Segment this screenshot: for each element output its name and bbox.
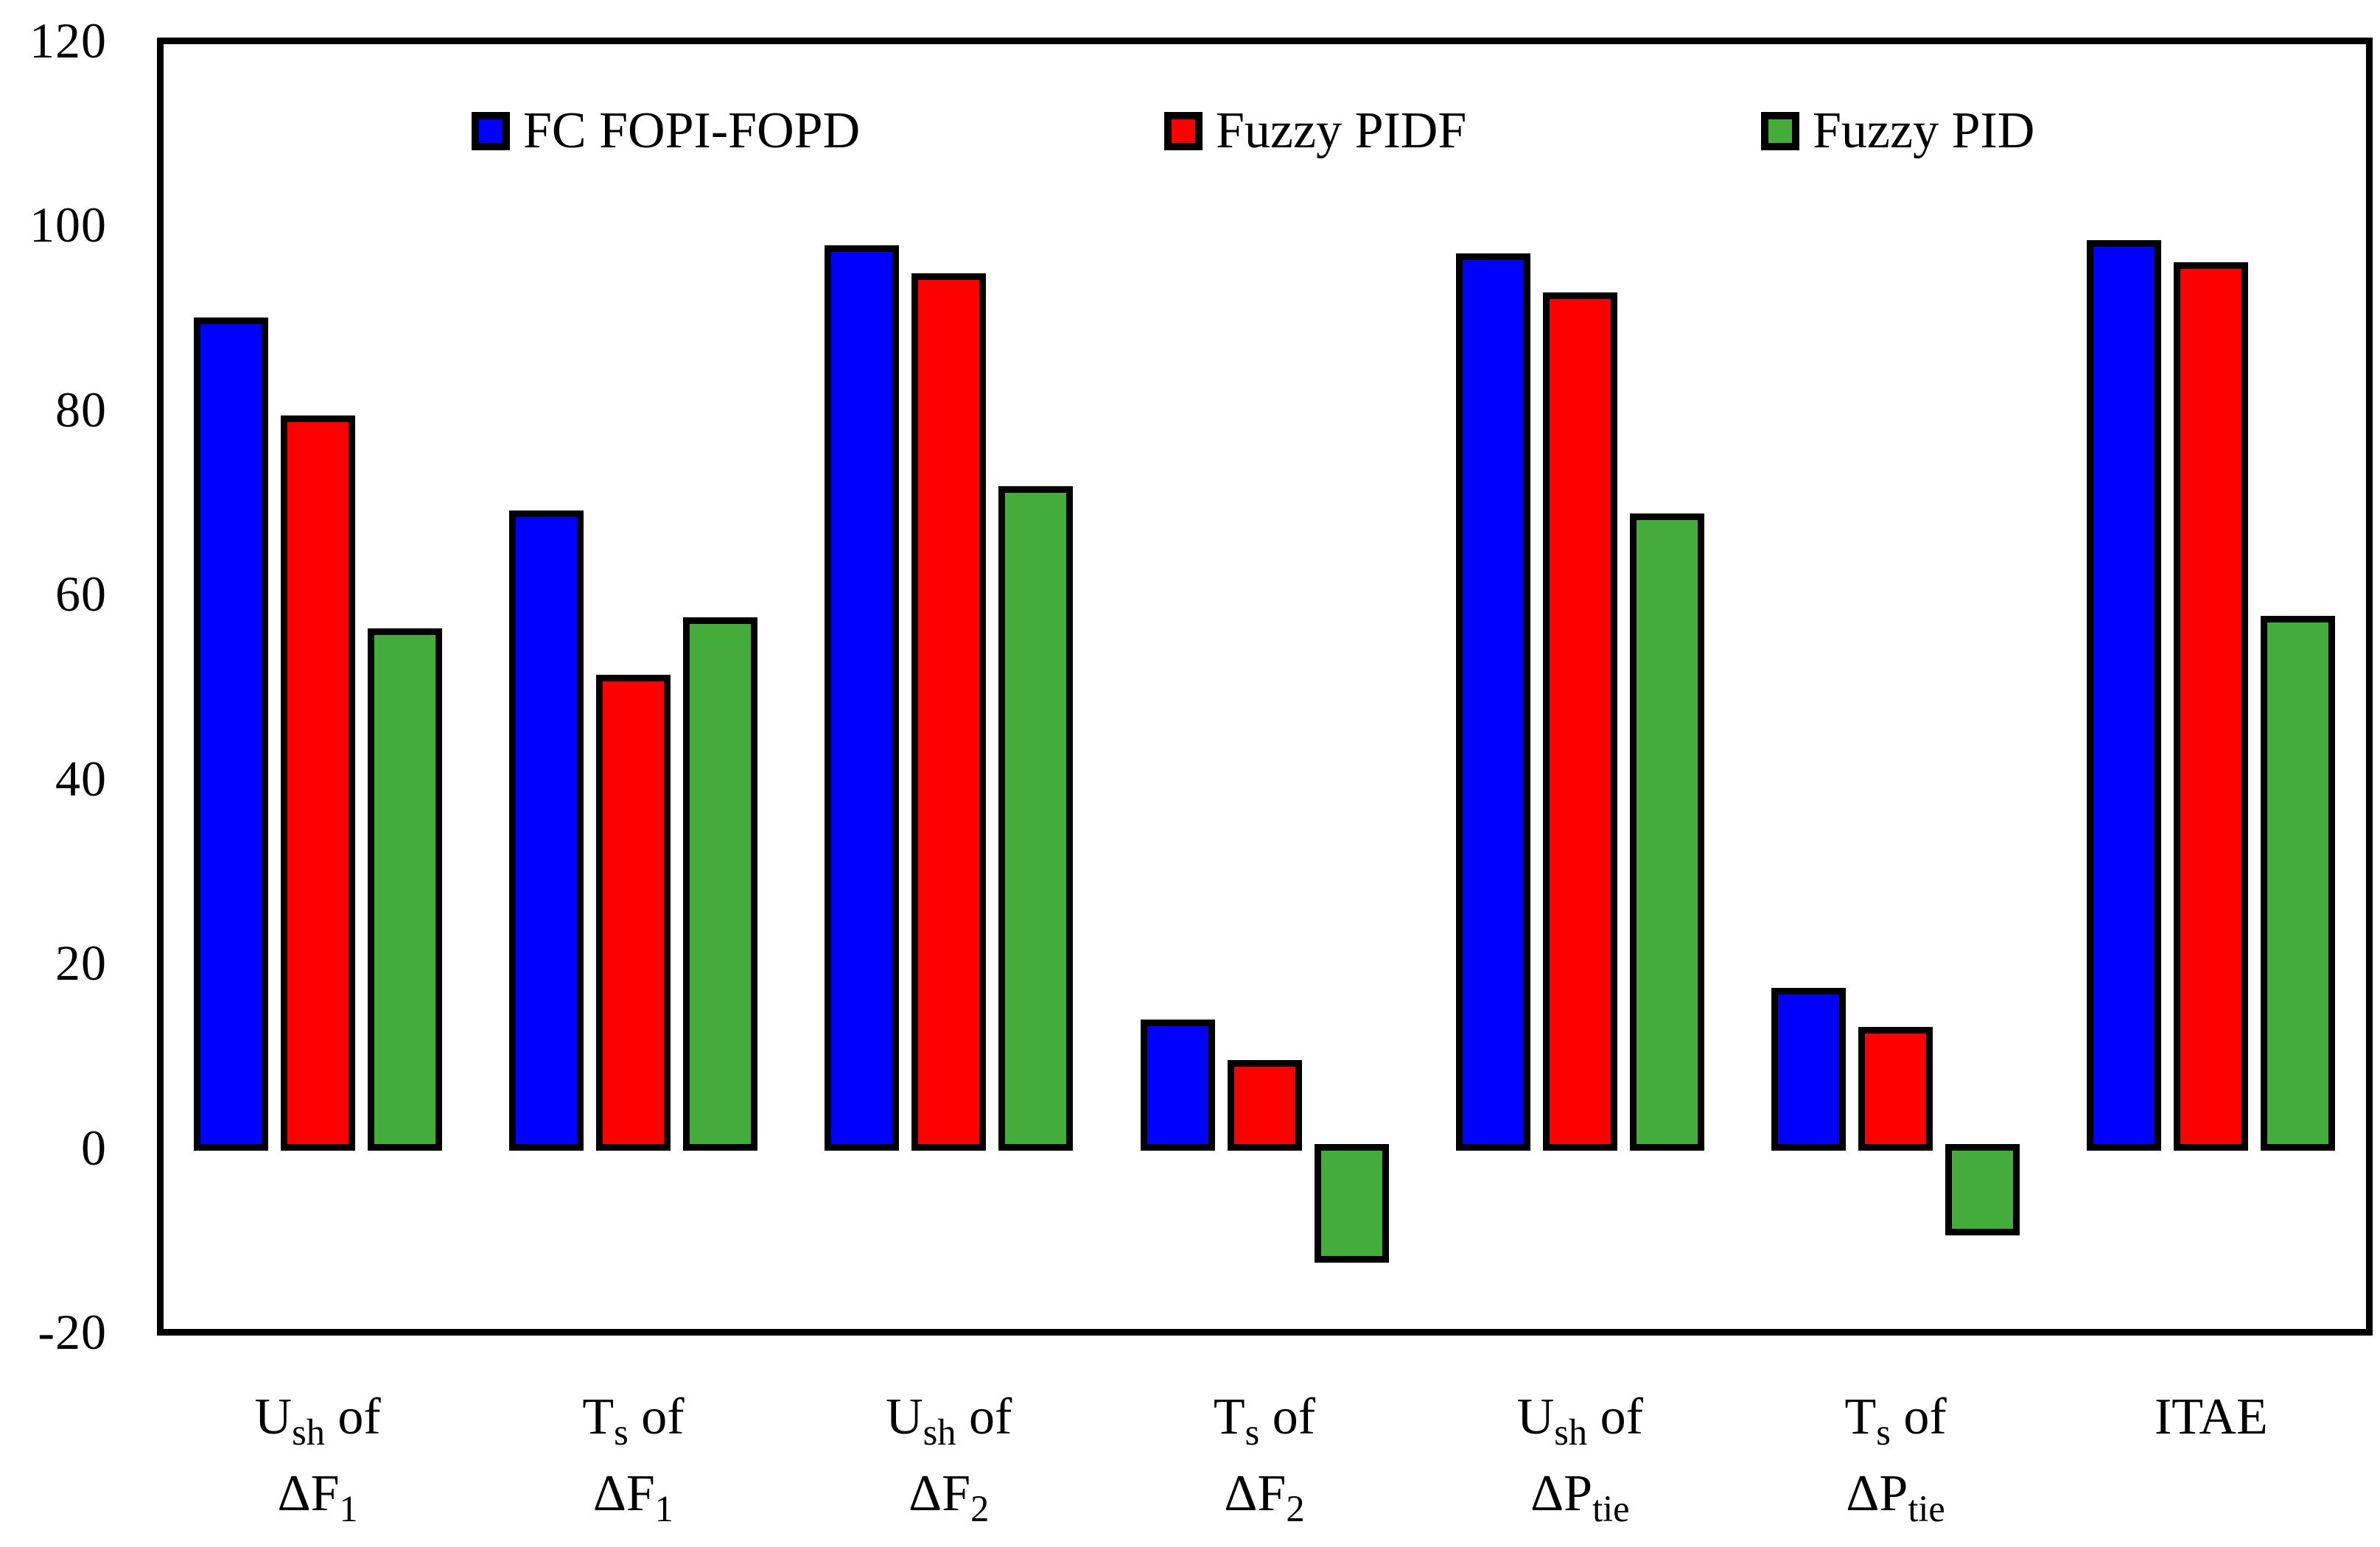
bar-fuzzy-pidf-group-6 (1858, 1027, 1933, 1151)
legend-entry-fc-fopi-fopd: FC FOPI-FOPD (472, 102, 861, 159)
bar-fuzzy-pidf-group-3 (911, 273, 987, 1151)
bar-fuzzy-pid-group-6 (1945, 1144, 2020, 1236)
bar-fuzzy-pidf-group-4 (1227, 1060, 1302, 1151)
category-label-line1: Ts of (582, 1389, 685, 1453)
y-tick-label: 60 (55, 566, 107, 622)
bar-fc-fopi-fopd-group-7 (2087, 239, 2162, 1151)
category-label-line1: Ush of (1516, 1389, 1643, 1453)
bar-fuzzy-pid-group-5 (1629, 513, 1704, 1151)
y-tick-label: 0 (81, 1119, 107, 1176)
legend-label: Fuzzy PID (1813, 102, 2035, 159)
bar-fc-fopi-fopd-group-3 (825, 245, 900, 1151)
category-label-line1: Ush of (254, 1389, 381, 1453)
legend-swatch-icon (1761, 112, 1799, 150)
category-label-ush-of-f1: Ush of ΔF1 (159, 1379, 476, 1532)
y-tick-label: 120 (29, 13, 107, 69)
category-label-line1: Ts of (1213, 1389, 1316, 1453)
category-label-line1: Ush of (886, 1389, 1012, 1453)
legend-entry-fuzzy-pidf: Fuzzy PIDF (1164, 102, 1467, 159)
y-tick-label: 100 (29, 197, 107, 253)
bar-fc-fopi-fopd-group-6 (1771, 988, 1847, 1151)
bar-fc-fopi-fopd-group-2 (508, 510, 584, 1151)
y-tick-label: 20 (55, 935, 107, 992)
legend-swatch-icon (1164, 112, 1203, 150)
category-label-line1: Ts of (1844, 1389, 1947, 1453)
plot-area-frame (156, 37, 2373, 1336)
bar-fc-fopi-fopd-group-1 (193, 318, 268, 1151)
legend-swatch-icon (472, 112, 510, 150)
category-label-line2: ΔF1 (592, 1465, 673, 1529)
bar-fuzzy-pidf-group-5 (1542, 292, 1617, 1151)
legend-label: Fuzzy PIDF (1216, 102, 1467, 159)
y-tick-label: 40 (55, 750, 107, 807)
bar-fc-fopi-fopd-group-5 (1455, 253, 1530, 1151)
bar-fuzzy-pid-group-1 (367, 628, 442, 1151)
legend-label: FC FOPI-FOPD (523, 102, 861, 159)
category-label-line2: ΔF1 (277, 1465, 358, 1529)
category-label-line2: ΔF2 (1224, 1465, 1305, 1529)
category-label-ts-of-f2: Ts of ΔF2 (1106, 1379, 1423, 1532)
bar-fc-fopi-fopd-group-4 (1140, 1020, 1215, 1151)
bar-fuzzy-pid-group-4 (1314, 1144, 1389, 1263)
category-label-ts-of-f1: Ts of ΔF1 (475, 1379, 791, 1532)
category-label-ush-of-f2: Ush of ΔF2 (791, 1379, 1107, 1532)
y-tick-label: 80 (55, 381, 107, 438)
bar-fuzzy-pid-group-7 (2261, 615, 2336, 1151)
category-label-line2: ΔPtie (1530, 1465, 1630, 1529)
bar-fuzzy-pidf-group-2 (595, 674, 671, 1151)
bar-fuzzy-pid-group-3 (998, 486, 1074, 1151)
category-label-ts-of-ptie: Ts of ΔPtie (1737, 1379, 2054, 1532)
y-tick-label: -20 (38, 1304, 107, 1360)
legend-entry-fuzzy-pid: Fuzzy PID (1761, 102, 2035, 159)
category-label-line2: ΔPtie (1846, 1465, 1945, 1529)
category-label-line1: ITAE (2154, 1389, 2268, 1445)
bar-fuzzy-pidf-group-7 (2174, 262, 2249, 1151)
category-label-itae: ITAE (2053, 1379, 2370, 1456)
category-label-ush-of-ptie: Ush of ΔPtie (1421, 1379, 1738, 1532)
bar-fuzzy-pid-group-2 (682, 617, 757, 1151)
bar-fuzzy-pidf-group-1 (280, 415, 355, 1151)
category-label-line2: ΔF2 (909, 1465, 990, 1529)
